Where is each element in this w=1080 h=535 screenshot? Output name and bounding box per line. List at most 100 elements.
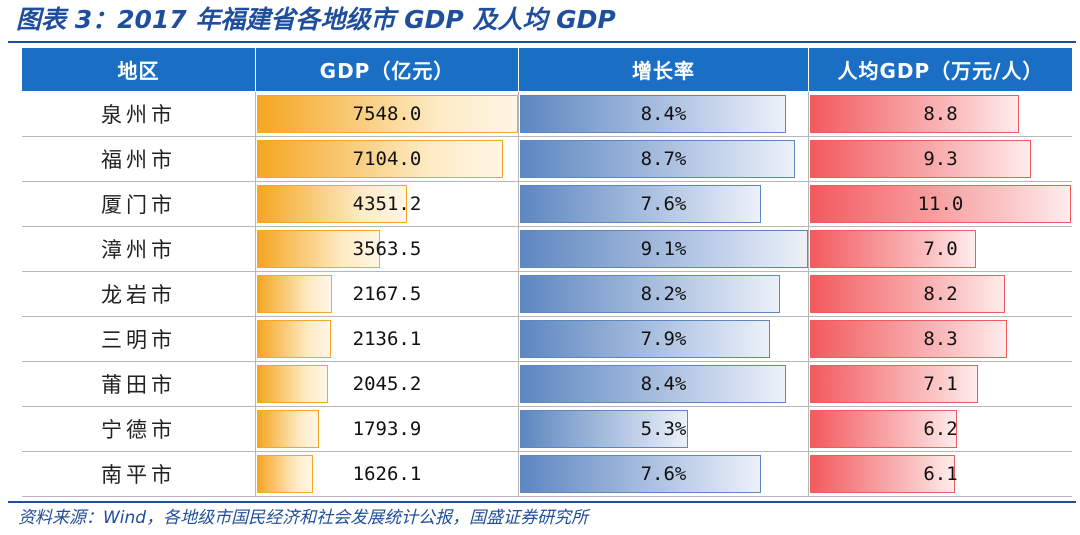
data-table: 地区 GDP（亿元） 增长率 人均GDP（万元/人） 泉州市 7548.0 8.4%… [22,48,1072,497]
growth-bar [520,140,795,178]
table-row: 南平市 1626.1 7.6% 6.1 [22,452,1072,497]
gdp-value: 2045.2 [352,373,422,395]
per-capita-value: 6.2 [923,418,958,440]
growth-value: 7.6% [640,463,687,485]
per-capita-cell: 8.3 [809,317,1072,361]
source-note: 资料来源：Wind，各地级市国民经济和社会发展统计公报，国盛证券研究所 [18,508,589,528]
per-capita-value: 8.2 [923,283,958,305]
gdp-cell: 2167.5 [256,272,519,316]
region-name: 福州市 [101,148,176,172]
gdp-cell: 7104.0 [256,137,519,181]
per-capita-cell: 9.3 [809,137,1072,181]
table-body: 泉州市 7548.0 8.4% 8.8 福州市 7104.0 8.7% 9.3 厦门市 4351.… [22,92,1072,497]
header-gdp: GDP（亿元） [256,48,519,91]
gdp-value: 3563.5 [352,238,422,260]
table-row: 福州市 7104.0 8.7% 9.3 [22,137,1072,182]
title-rule [8,41,1076,43]
gdp-bar [257,140,503,178]
growth-bar [520,320,770,358]
growth-cell: 7.9% [519,317,809,361]
region-cell: 莆田市 [22,362,256,406]
growth-bar [520,275,780,313]
gdp-bar [257,230,380,268]
per-capita-value: 8.3 [923,328,958,350]
growth-bar [520,365,786,403]
region-cell: 宁德市 [22,407,256,451]
region-name: 莆田市 [101,373,176,397]
gdp-value: 1793.9 [352,418,422,440]
per-capita-bar [810,140,1031,178]
gdp-cell: 2045.2 [256,362,519,406]
gdp-bar [257,320,331,358]
growth-bar [520,95,786,133]
growth-cell: 8.4% [519,362,809,406]
per-capita-cell: 7.1 [809,362,1072,406]
gdp-cell: 4351.2 [256,182,519,226]
growth-value: 8.4% [640,103,687,125]
source-rule [8,501,1076,503]
gdp-value: 7104.0 [352,148,422,170]
header-region: 地区 [22,48,256,91]
per-capita-bar [810,275,1005,313]
table-row: 宁德市 1793.9 5.3% 6.2 [22,407,1072,452]
table-header: 地区 GDP（亿元） 增长率 人均GDP（万元/人） [22,48,1072,92]
growth-value: 7.6% [640,193,687,215]
growth-value: 9.1% [640,238,687,260]
table-row: 厦门市 4351.2 7.6% 11.0 [22,182,1072,227]
per-capita-bar [810,365,978,403]
gdp-cell: 3563.5 [256,227,519,271]
growth-bar [520,410,688,448]
gdp-bar [257,185,407,223]
gdp-bar [257,95,518,133]
per-capita-value: 11.0 [917,193,964,215]
growth-cell: 9.1% [519,227,809,271]
gdp-bar [257,410,319,448]
gdp-cell: 1626.1 [256,452,519,496]
growth-bar [520,455,761,493]
region-name: 泉州市 [101,103,176,127]
per-capita-cell: 6.2 [809,407,1072,451]
growth-cell: 8.7% [519,137,809,181]
gdp-value: 4351.2 [352,193,422,215]
per-capita-cell: 6.1 [809,452,1072,496]
growth-value: 8.7% [640,148,687,170]
growth-cell: 8.4% [519,92,809,136]
per-capita-cell: 8.2 [809,272,1072,316]
region-name: 漳州市 [101,238,176,262]
region-cell: 泉州市 [22,92,256,136]
gdp-bar [257,275,332,313]
per-capita-cell: 8.8 [809,92,1072,136]
per-capita-bar [810,455,955,493]
per-capita-bar [810,230,976,268]
per-capita-bar [810,185,1071,223]
growth-value: 8.4% [640,373,687,395]
chart-title: 图表 3：2017 年福建省各地级市 GDP 及人均 GDP [16,5,616,34]
gdp-bar [257,455,313,493]
growth-cell: 7.6% [519,452,809,496]
per-capita-bar [810,410,957,448]
growth-bar [520,185,761,223]
region-cell: 厦门市 [22,182,256,226]
region-name: 宁德市 [101,418,176,442]
growth-value: 5.3% [640,418,687,440]
gdp-value: 2167.5 [352,283,422,305]
per-capita-value: 7.1 [923,373,958,395]
per-capita-bar [810,320,1007,358]
region-name: 三明市 [101,328,176,352]
region-cell: 龙岩市 [22,272,256,316]
header-growth: 增长率 [519,48,809,91]
per-capita-cell: 11.0 [809,182,1072,226]
growth-cell: 5.3% [519,407,809,451]
growth-cell: 7.6% [519,182,809,226]
gdp-cell: 7548.0 [256,92,519,136]
gdp-value: 2136.1 [352,328,422,350]
table-row: 莆田市 2045.2 8.4% 7.1 [22,362,1072,407]
per-capita-value: 9.3 [923,148,958,170]
gdp-cell: 2136.1 [256,317,519,361]
gdp-value: 7548.0 [352,103,422,125]
per-capita-value: 6.1 [923,463,958,485]
table-row: 三明市 2136.1 7.9% 8.3 [22,317,1072,362]
growth-bar [520,230,808,268]
region-cell: 三明市 [22,317,256,361]
table-row: 龙岩市 2167.5 8.2% 8.2 [22,272,1072,317]
